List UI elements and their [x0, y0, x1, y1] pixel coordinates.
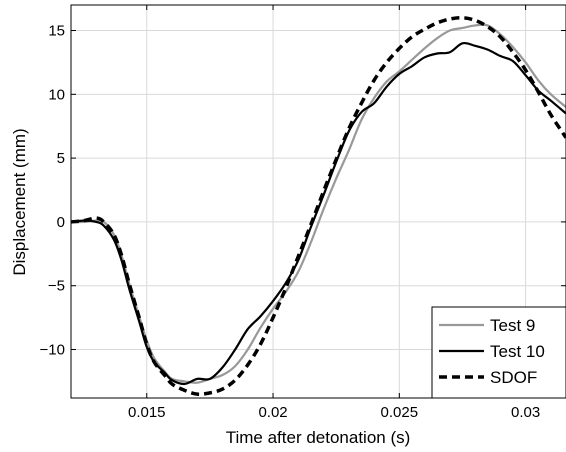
- x-tick-label: 0.025: [381, 404, 419, 421]
- y-tick-label: −5: [48, 278, 65, 295]
- x-tick-label: 0.02: [258, 404, 287, 421]
- series-layer: [71, 15, 566, 397]
- y-tick-label: −10: [40, 342, 65, 359]
- legend-label: Test 9: [490, 316, 535, 335]
- legend-label: SDOF: [490, 368, 537, 387]
- series-line-sdof: [71, 15, 566, 397]
- y-axis-label: Displacement (mm): [10, 128, 29, 275]
- x-tick-label: 0.03: [511, 404, 540, 421]
- legend-box: [431, 306, 566, 399]
- y-tick-label: 0: [57, 214, 65, 231]
- tick-labels: 0.015 0.02 0.025 0.03 −10 −5 0 5 10 15: [40, 23, 541, 421]
- plot-frame: [70, 4, 566, 399]
- x-axis-label: Time after detonation (s): [226, 428, 411, 447]
- y-tick-label: 5: [57, 150, 65, 167]
- legend: Test 9 Test 10 SDOF: [431, 306, 566, 399]
- x-tick-label: 0.015: [128, 404, 166, 421]
- legend-label: Test 10: [490, 342, 545, 361]
- y-tick-label: 10: [48, 86, 65, 103]
- y-tick-label: 15: [48, 23, 65, 40]
